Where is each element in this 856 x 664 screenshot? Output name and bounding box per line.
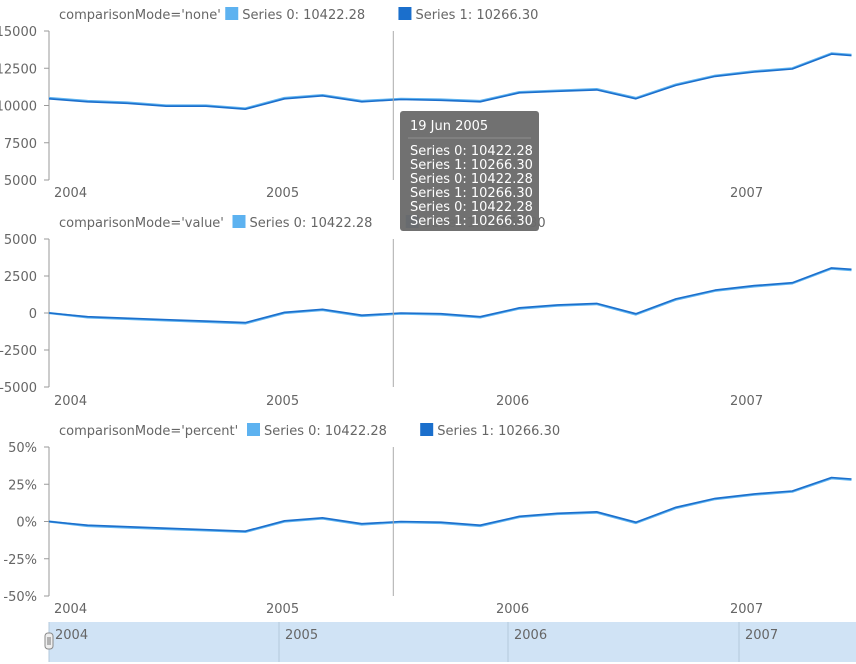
scroller-left-handle[interactable]: [44, 632, 54, 650]
y-tick-label: 0%: [16, 516, 37, 531]
tooltip-series-line: Series 1: 10266.30: [410, 186, 533, 201]
y-tick-label: -5000: [0, 381, 37, 396]
x-tick-label: 2004: [54, 394, 87, 409]
legend-swatch-series-0[interactable]: [247, 423, 260, 436]
comparison-mode-label: comparisonMode='none': [59, 8, 221, 23]
series-line-0: [48, 477, 852, 534]
chart-legend: comparisonMode='percent' Series 0: 10422.…: [59, 423, 560, 439]
tooltip-series-line: Series 1: 10266.30: [410, 158, 533, 173]
y-tick-label: 50%: [8, 441, 37, 456]
tooltip-date: 19 Jun 2005: [410, 119, 488, 134]
legend-swatch-series-0[interactable]: [232, 215, 246, 228]
comparison-mode-label: comparisonMode='percent': [59, 424, 238, 439]
scroller[interactable]: 2004 2005 2006 2007: [44, 622, 856, 662]
x-tick-label: 2007: [730, 602, 763, 617]
x-tick-label: 2005: [266, 602, 299, 617]
chart-legend: comparisonMode='none' Series 0: 10422.28 S…: [59, 7, 538, 23]
y-tick-label: 5000: [4, 233, 37, 248]
y-tick-label: 2500: [4, 270, 37, 285]
y-tick-label: 25%: [8, 478, 37, 493]
chart-panel-0: comparisonMode='none' Series 0: 10422.28 S…: [0, 7, 852, 201]
y-tick-label: -2500: [0, 344, 37, 359]
tooltip-box: [400, 111, 539, 231]
chart-panel-1: comparisonMode='value' Series 0: 10422.28…: [0, 215, 852, 409]
legend-item-series-1: Series 1: 10266.30: [437, 424, 560, 439]
x-tick-label: 2007: [730, 186, 763, 201]
comparison-mode-label: comparisonMode='value': [59, 216, 224, 231]
legend-item-series-0: Series 0: 10422.28: [242, 8, 365, 23]
series-line-1: [48, 476, 852, 533]
scroller-year-label: 2004: [55, 628, 88, 643]
chart-panel-2: comparisonMode='percent' Series 0: 10422.…: [3, 423, 852, 617]
legend-swatch-series-0[interactable]: [225, 7, 239, 20]
series-line-1: [48, 267, 852, 324]
scroller-track[interactable]: [49, 622, 856, 662]
x-tick-label: 2007: [730, 394, 763, 409]
tooltip-series-line: Series 0: 10422.28: [410, 144, 533, 159]
tooltip-series-line: Series 0: 10422.28: [410, 172, 533, 187]
x-tick-label: 2004: [54, 186, 87, 201]
x-tick-label: 2005: [266, 394, 299, 409]
legend-swatch-series-1[interactable]: [420, 423, 434, 436]
scroller-year-label: 2006: [514, 628, 547, 643]
y-tick-label: 15000: [0, 25, 37, 40]
x-tick-label: 2004: [54, 602, 87, 617]
x-tick-label: 2005: [266, 186, 299, 201]
y-tick-label: -25%: [3, 553, 37, 568]
legend-item-series-1: Series 1: 10266.30: [415, 8, 538, 23]
x-tick-label: 2006: [496, 602, 529, 617]
legend-item-series-0: Series 0: 10422.28: [264, 424, 387, 439]
series-line-1: [48, 53, 852, 110]
y-tick-label: -50%: [3, 590, 37, 605]
y-tick-label: 10000: [0, 100, 37, 115]
scroller-year-label: 2005: [285, 628, 318, 643]
y-tick-label: 0: [29, 307, 37, 322]
x-tick-label: 2006: [496, 394, 529, 409]
y-tick-label: 7500: [4, 137, 37, 152]
tooltip-series-line: Series 1: 10266.30: [410, 214, 533, 229]
legend-swatch-series-1[interactable]: [398, 7, 412, 20]
tooltip-series-line: Series 0: 10422.28: [410, 200, 533, 215]
y-tick-label: 12500: [0, 62, 37, 77]
y-tick-label: 5000: [4, 174, 37, 189]
scroller-year-label: 2007: [745, 628, 778, 643]
legend-item-series-0: Series 0: 10422.28: [250, 216, 373, 231]
